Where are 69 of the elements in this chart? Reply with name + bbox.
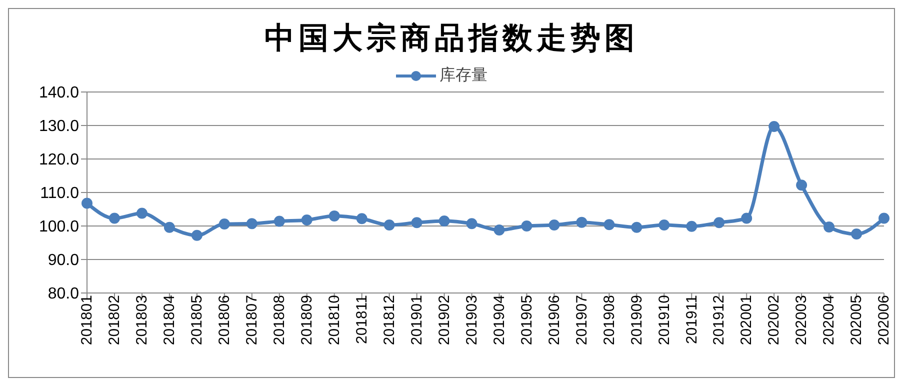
x-tick-label: 201904	[490, 295, 508, 346]
x-tick-label: 201808	[271, 295, 288, 346]
legend-label: 库存量	[440, 66, 488, 86]
point	[136, 208, 148, 219]
point	[328, 210, 340, 222]
point	[274, 216, 285, 227]
x-tick-label: 201812	[380, 295, 398, 346]
x-tick-label: 202001	[738, 295, 756, 346]
x-tick-label: 201809	[298, 295, 316, 346]
x-tick-label: 201802	[106, 295, 124, 346]
point	[604, 219, 615, 230]
x-tick-label: 201803	[134, 295, 151, 346]
x-tick-label: 201903	[463, 295, 480, 346]
x-tick-label: 201901	[408, 295, 426, 346]
x-tick-label: 202004	[820, 295, 838, 346]
point	[824, 222, 835, 233]
y-tick-label: 110.0	[40, 185, 80, 202]
point	[301, 214, 312, 226]
x-tick-label: 201911	[683, 295, 700, 344]
x-tick-label: 201906	[546, 295, 563, 346]
point	[246, 218, 258, 230]
point	[796, 180, 808, 191]
point	[631, 222, 642, 233]
point	[851, 228, 862, 240]
point	[768, 121, 780, 132]
point	[521, 220, 532, 232]
x-tick-label: 201909	[628, 295, 646, 346]
y-tick-label: 140.0	[38, 84, 80, 102]
x-tick-label: 201805	[188, 295, 206, 346]
y-tick-label: 100.0	[38, 218, 80, 236]
point	[384, 219, 395, 230]
point	[686, 220, 698, 232]
x-tick-label: 202003	[793, 295, 810, 346]
x-tick-label: 201801	[78, 295, 96, 346]
point	[108, 212, 120, 224]
x-tick-label: 201910	[656, 295, 673, 346]
chart-title: 中国大宗商品指数走势图	[264, 20, 640, 58]
x-tick-label: 201902	[436, 295, 453, 346]
point	[494, 224, 505, 236]
point	[356, 213, 368, 224]
y-tick-label: 90.0	[48, 252, 80, 270]
x-tick-label: 201806	[216, 295, 234, 346]
point	[548, 219, 560, 230]
point	[466, 218, 478, 230]
point	[191, 230, 202, 241]
x-tick-label: 201912	[710, 295, 728, 346]
x-tick-label: 201810	[326, 295, 343, 346]
y-tick-label: 120.0	[38, 152, 80, 169]
x-tick-label: 201811	[353, 295, 370, 344]
x-tick-label: 201907	[573, 295, 590, 346]
point	[576, 216, 588, 228]
x-tick-label: 201908	[600, 295, 618, 346]
x-tick-label: 202006	[876, 295, 893, 346]
point	[878, 212, 890, 224]
point	[411, 217, 422, 228]
point	[82, 198, 92, 209]
point	[164, 222, 175, 233]
point	[658, 219, 670, 230]
point	[218, 218, 230, 230]
x-tick-label: 202005	[848, 295, 866, 346]
x-tick-label: 202002	[766, 295, 783, 346]
y-tick-label: 130.0	[38, 118, 80, 136]
x-tick-label: 201804	[161, 295, 178, 346]
point	[741, 212, 752, 224]
y-tick-label: 80.0	[48, 286, 80, 303]
point	[714, 217, 725, 228]
x-tick-label: 201807	[244, 295, 261, 346]
x-tick-label: 201905	[518, 295, 536, 346]
point	[438, 215, 450, 226]
